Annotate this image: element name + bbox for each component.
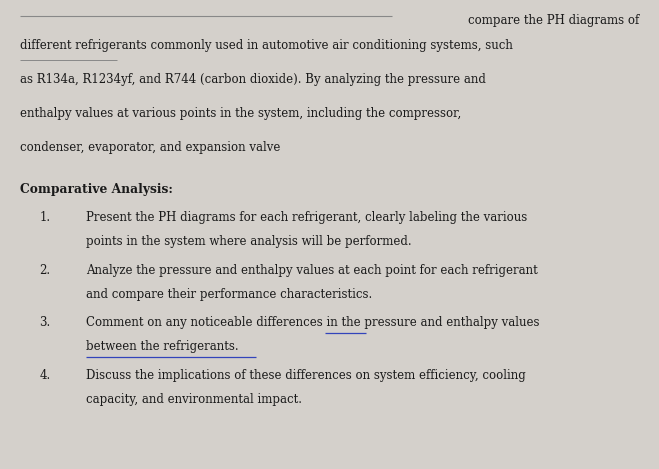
Text: as R134a, R1234yf, and R744 (carbon dioxide). By analyzing the pressure and: as R134a, R1234yf, and R744 (carbon diox… <box>20 73 486 86</box>
Text: between the refrigerants.: between the refrigerants. <box>86 340 239 354</box>
Text: 3.: 3. <box>40 316 51 329</box>
Text: points in the system where analysis will be performed.: points in the system where analysis will… <box>86 235 411 249</box>
Text: 4.: 4. <box>40 369 51 382</box>
Text: Comparative Analysis:: Comparative Analysis: <box>20 183 173 196</box>
Text: and compare their performance characteristics.: and compare their performance characteri… <box>86 288 372 301</box>
Text: enthalpy values at various points in the system, including the compressor,: enthalpy values at various points in the… <box>20 107 461 120</box>
Text: condenser, evaporator, and expansion valve: condenser, evaporator, and expansion val… <box>20 141 280 154</box>
Text: 2.: 2. <box>40 264 51 277</box>
Text: 1.: 1. <box>40 211 51 224</box>
Text: different refrigerants commonly used in automotive air conditioning systems, suc: different refrigerants commonly used in … <box>20 39 513 53</box>
Text: compare the PH diagrams of: compare the PH diagrams of <box>468 14 639 27</box>
Text: Discuss the implications of these differences on system efficiency, cooling: Discuss the implications of these differ… <box>86 369 525 382</box>
Text: Analyze the pressure and enthalpy values at each point for each refrigerant: Analyze the pressure and enthalpy values… <box>86 264 538 277</box>
Text: capacity, and environmental impact.: capacity, and environmental impact. <box>86 393 302 406</box>
Text: Comment on any noticeable differences in the pressure and enthalpy values: Comment on any noticeable differences in… <box>86 316 539 329</box>
Text: Present the PH diagrams for each refrigerant, clearly labeling the various: Present the PH diagrams for each refrige… <box>86 211 527 224</box>
